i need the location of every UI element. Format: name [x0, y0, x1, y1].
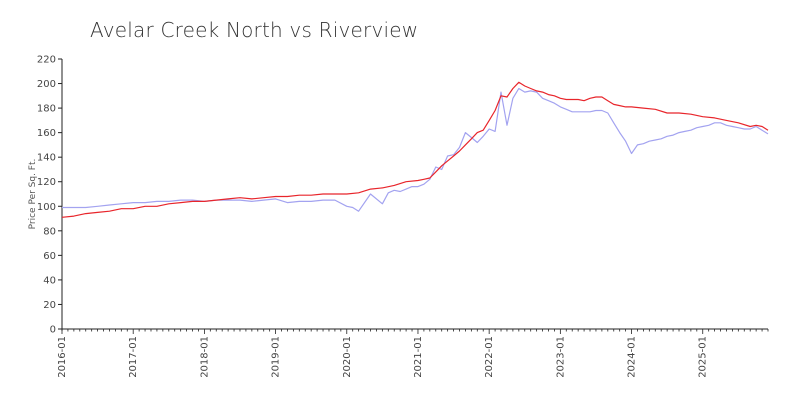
y-tick-label: 220 [37, 55, 56, 66]
x-tick-label: 2018-01 [199, 336, 210, 378]
x-tick-label: 2021-01 [413, 336, 424, 378]
y-tick-label: 160 [37, 128, 56, 139]
x-tick-label: 2020-01 [342, 336, 353, 378]
series-line-1 [61, 81, 769, 218]
y-tick-label: 120 [37, 177, 56, 188]
y-tick-label: 140 [37, 153, 56, 164]
y-tick-label: 80 [43, 226, 56, 237]
x-tick-label: 2022-01 [484, 336, 495, 378]
y-axis-title: Price Per Sq. Ft. [28, 159, 38, 230]
y-tick-label: 40 [43, 275, 56, 286]
series-line-2 [62, 87, 769, 212]
x-tick-label: 2016-01 [57, 336, 68, 378]
chart-title: Avelar Creek North vs Riverview [90, 18, 419, 42]
y-tick-label: 100 [37, 202, 56, 213]
series-layer [61, 81, 769, 218]
x-tick-label: 2024-01 [627, 336, 638, 378]
x-tick-label: 2019-01 [271, 336, 282, 378]
y-tick-label: 0 [50, 325, 56, 336]
x-tick-label: 2017-01 [128, 336, 139, 378]
y-tick-label: 60 [43, 251, 56, 262]
x-tick-label: 2023-01 [555, 336, 566, 378]
y-tick-label: 180 [37, 104, 56, 115]
y-tick-label: 20 [43, 300, 56, 311]
y-tick-label: 200 [37, 79, 56, 90]
x-tick-label: 2025-01 [698, 336, 709, 378]
x-axis: 2016-01 2017-01 2018-01 2019-01 2020-01 2021-… [57, 328, 769, 378]
y-axis: 0 20 40 60 80 100 120 140 160 180 200 220 [37, 55, 63, 336]
